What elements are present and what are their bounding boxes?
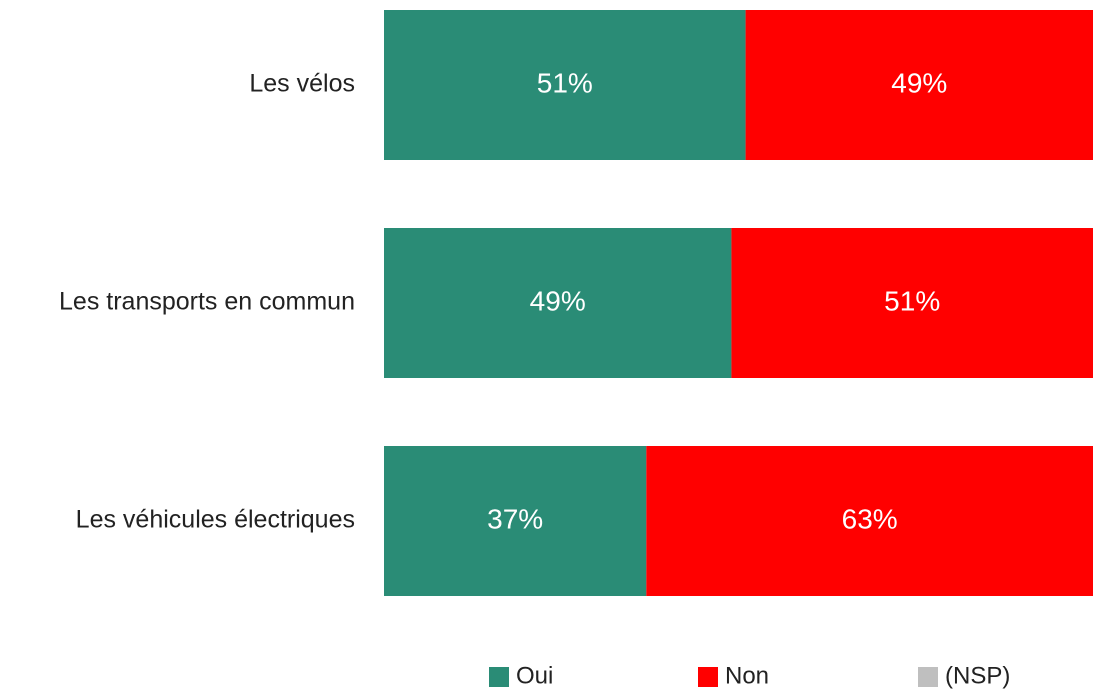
bar-segment — [384, 10, 746, 160]
category-label: Les transports en commun — [59, 288, 355, 316]
legend-label: Non — [725, 662, 769, 689]
bar-segment — [745, 10, 1093, 160]
bar-segment — [731, 228, 1093, 378]
legend-swatch — [698, 667, 718, 687]
data-label: 49% — [530, 285, 586, 316]
bar-segment — [384, 228, 732, 378]
data-label: 37% — [487, 503, 543, 534]
legend-label: (NSP) — [945, 662, 1010, 689]
data-label: 63% — [842, 503, 898, 534]
legend-swatch — [489, 667, 509, 687]
bar-segment — [384, 446, 647, 596]
category-label: Les vélos — [249, 70, 355, 98]
legend-swatch — [918, 667, 938, 687]
data-label: 51% — [884, 285, 940, 316]
category-label: Les véhicules électriques — [76, 506, 355, 534]
legend-label: Oui — [516, 662, 553, 689]
bar-segment — [646, 446, 1093, 596]
data-label: 51% — [537, 67, 593, 98]
data-label: 49% — [891, 67, 947, 98]
